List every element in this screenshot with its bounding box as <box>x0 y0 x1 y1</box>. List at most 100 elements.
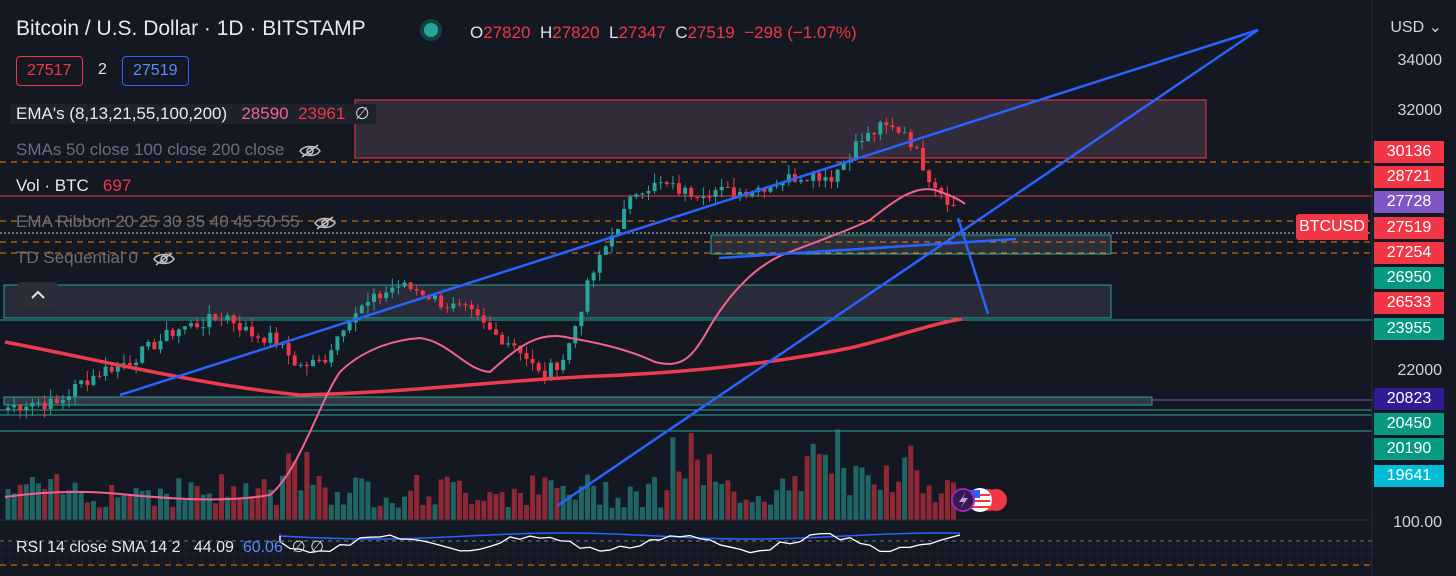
volume-bar <box>646 483 651 520</box>
volume-bar <box>133 488 139 520</box>
candle <box>414 289 419 291</box>
sma-indicator-legend[interactable]: SMAs 50 close 100 close 200 close <box>16 140 322 160</box>
candle <box>536 363 541 371</box>
volume-bar <box>78 491 84 520</box>
volume-bar <box>591 485 597 520</box>
candle <box>54 398 59 404</box>
ema-indicator-legend[interactable]: EMA's (8,13,21,55,100,200) 28590 23961 ∅ <box>10 104 376 124</box>
volume-bar <box>841 467 847 520</box>
volume-bar <box>536 494 542 520</box>
candle <box>91 375 96 385</box>
volume-bar <box>237 498 243 520</box>
volume-bar <box>145 490 151 520</box>
currency-select[interactable]: USD ⌄ <box>1390 17 1442 37</box>
event-flag-icons[interactable] <box>951 488 1007 512</box>
candle <box>506 343 511 345</box>
buy-price-button[interactable]: 27519 <box>122 56 189 86</box>
price-tag: 26533 <box>1374 292 1444 314</box>
candle <box>512 343 517 346</box>
volume-bar <box>255 488 261 520</box>
candle <box>97 375 102 377</box>
change-value: −298 (−1.07%) <box>744 23 857 42</box>
candle <box>872 132 877 135</box>
volume-bar <box>554 487 560 520</box>
candle <box>780 182 785 186</box>
candle <box>304 364 309 367</box>
collapse-legend-button[interactable] <box>18 282 58 308</box>
price-tag: 27254 <box>1374 242 1444 264</box>
volume-bar <box>5 489 11 520</box>
volume-bar <box>225 496 231 520</box>
candle <box>420 290 425 296</box>
ohlc-readout: O27820 H27820 L27347 C27519 −298 (−1.07%… <box>470 23 857 43</box>
candle <box>109 366 114 372</box>
volume-bar <box>530 475 536 520</box>
axis-tick: 22000 <box>1397 362 1443 379</box>
volume-bar <box>517 492 523 520</box>
candle <box>189 323 193 327</box>
volume-bar <box>792 476 798 520</box>
volume-indicator-legend[interactable]: Vol · BTC 697 <box>16 176 131 196</box>
volume-bar <box>713 481 719 520</box>
volume-bar <box>341 504 346 520</box>
candle <box>774 185 779 187</box>
candle <box>298 364 303 366</box>
volume-bar <box>755 496 761 520</box>
rsi-value: 44.09 <box>193 539 234 556</box>
candle <box>817 172 822 181</box>
candle <box>524 353 529 359</box>
volume-bar <box>60 494 66 520</box>
candle <box>658 182 663 184</box>
volume-bar <box>499 492 505 520</box>
volume-bar <box>456 480 462 520</box>
hidden-eye-icon[interactable] <box>152 251 175 266</box>
volume-bar <box>420 505 426 520</box>
hidden-eye-icon[interactable] <box>314 215 337 230</box>
candle <box>335 336 340 351</box>
ema-value-2: 23961 <box>298 104 346 123</box>
hidden-eye-icon[interactable] <box>299 143 322 158</box>
candle <box>561 359 566 371</box>
price-tag: 20190 <box>1374 438 1444 460</box>
price-tag: 30136 <box>1374 141 1444 163</box>
volume-bar <box>316 476 322 520</box>
candle <box>152 341 157 350</box>
candle <box>30 402 35 407</box>
candle <box>365 301 370 306</box>
volume-bar <box>249 496 255 520</box>
volume-bar <box>432 504 438 520</box>
volume-bar <box>267 489 273 520</box>
volume-bar <box>920 493 926 520</box>
rsi-legend[interactable]: RSI 14 close SMA 14 2 44.09 60.06 ∅ ∅ <box>16 537 324 557</box>
volume-bar <box>725 480 731 520</box>
rsi-extra: ∅ ∅ <box>291 539 325 556</box>
volume-bar <box>42 488 48 520</box>
spread-value: 2 <box>98 61 107 78</box>
candle <box>85 380 90 385</box>
volume-bar <box>206 493 212 520</box>
candle <box>664 182 669 184</box>
price-tag: 20823 <box>1374 388 1444 410</box>
candle <box>738 191 742 198</box>
price-tag: 23955 <box>1374 318 1444 340</box>
volume-bar <box>395 507 401 520</box>
volume-bar <box>877 489 883 520</box>
volume-bar <box>603 481 609 520</box>
sell-price-button[interactable]: 27517 <box>16 56 83 86</box>
price-tag: 27728 <box>1374 191 1444 213</box>
high-value: 27820 <box>552 23 600 42</box>
candle <box>182 326 187 330</box>
td-indicator-legend[interactable]: TD Sequential 0 <box>16 248 175 268</box>
candle <box>933 182 938 189</box>
ribbon-indicator-legend[interactable]: EMA Ribbon 20 25 30 35 40 45 50 55 <box>16 212 337 232</box>
candle <box>347 322 352 331</box>
volume-bar <box>670 437 676 520</box>
volume-bar <box>835 429 841 520</box>
candle <box>292 355 297 366</box>
rsi-name: RSI 14 close SMA 14 2 <box>16 539 181 556</box>
candle <box>786 174 791 183</box>
volume-bar <box>469 504 475 520</box>
candle <box>555 362 559 371</box>
candle <box>762 187 767 192</box>
